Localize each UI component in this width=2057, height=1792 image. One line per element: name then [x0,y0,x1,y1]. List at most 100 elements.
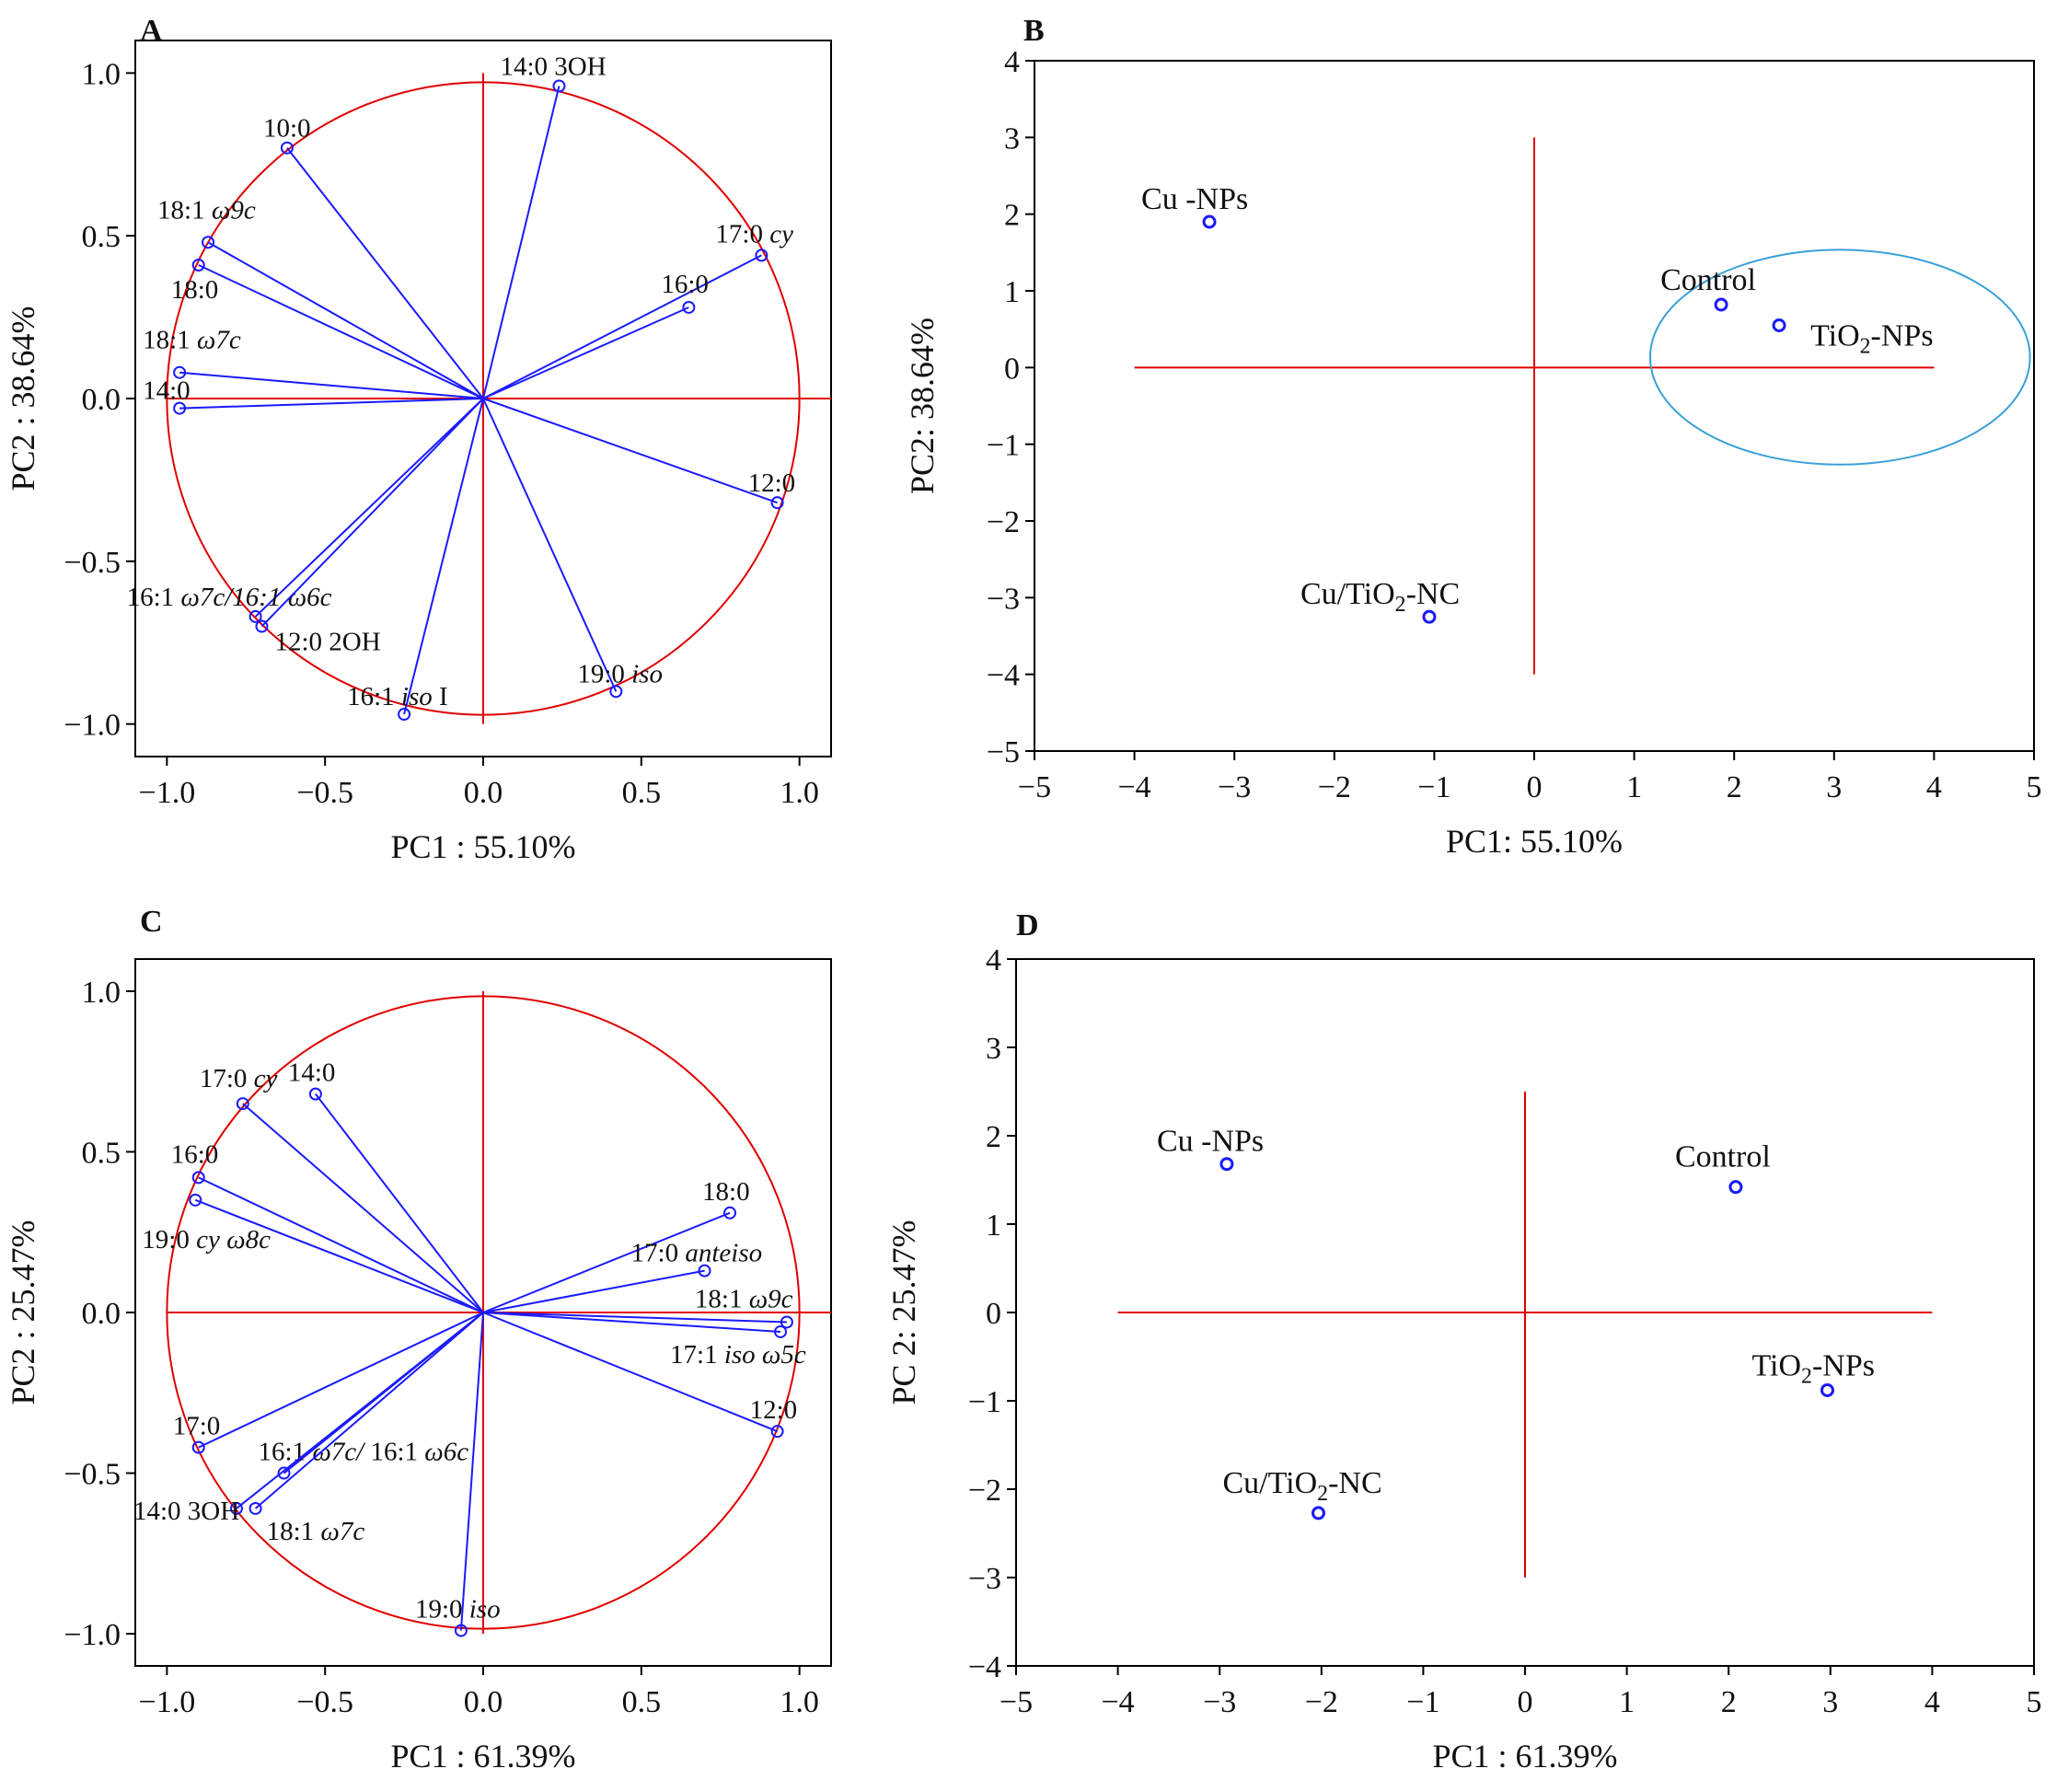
y-tick-label: 0.0 [82,1297,121,1331]
y-tick-label: −4 [987,659,1020,693]
loading-point [255,619,269,633]
loading-point [770,1425,784,1439]
x-tick-label: 0.0 [464,776,503,810]
loading-point [770,496,784,510]
score-label: Cu -NPs [1141,182,1248,216]
loading-point [248,609,262,623]
score-label: TiO2-NPs [1751,1348,1875,1388]
loading-label: 18:0 [702,1177,750,1207]
loading-label: 10:0 [263,114,311,144]
x-tick-label: −4 [1102,1685,1135,1719]
y-tick-label: 4 [986,943,1001,977]
score-label: Cu/TiO2-NC [1222,1466,1381,1506]
loading-point [173,401,187,415]
loading-vector [403,398,484,715]
loading-label: 17:0 anteiso [631,1239,763,1268]
x-tick-label: 2 [1727,770,1742,804]
y-tick-label: −3 [987,582,1020,616]
loading-label: 16:0 [171,1139,219,1169]
loading-vector [482,254,762,399]
y-axis-title: PC2 : 25.47% [5,1220,41,1405]
loading-vector [198,1312,484,1449]
x-tick-label: 1 [1626,770,1642,804]
x-tick-label: 0.0 [464,1685,503,1719]
y-tick-label: 3 [1004,121,1020,156]
y-tick-label: 0.5 [82,220,121,254]
loading-vector [236,1312,484,1509]
loading-vector [482,398,618,692]
loading-point [780,1315,793,1329]
x-axis-title: PC1 : 55.10% [390,828,575,865]
loading-label: 14:0 3OH [500,52,606,82]
y-tick-label: −2 [968,1474,1001,1508]
loading-point [248,1501,262,1515]
y-tick-label: 0.0 [82,383,121,417]
x-tick-label: 0.5 [622,776,662,810]
loading-point [552,79,566,93]
loading-vector [254,1312,484,1509]
y-tick-label: 1 [986,1208,1001,1243]
loading-label: 12:0 2OH [274,628,380,657]
loading-point [398,708,411,722]
loading-vector [198,264,484,399]
loading-vector [207,241,484,399]
y-tick-label: −0.5 [64,1458,121,1492]
loading-vector [260,398,484,628]
loading-point [173,365,187,379]
x-tick-label: −5 [1000,1685,1033,1719]
loading-label: 19:0 cy ω8c [142,1225,271,1254]
score-label: TiO2-NPs [1810,319,1934,359]
loading-vector [482,398,778,504]
loading-vector [482,1312,778,1433]
x-tick-label: −5 [1018,770,1051,804]
x-tick-label: −0.5 [296,1685,353,1719]
loading-label: 19:0 iso [415,1595,501,1624]
x-tick-label: 5 [2027,770,2042,804]
loading-point [698,1264,711,1278]
y-tick-label: −1 [987,429,1020,463]
score-point [1311,1506,1325,1520]
x-axis-title: PC1 : 61.39% [1432,1738,1617,1775]
x-tick-label: 0.5 [622,1685,662,1719]
score-point [1714,297,1728,312]
score-label: Cu -NPs [1157,1125,1264,1159]
loading-label: 18:0 [171,275,219,305]
loading-label: 12:0 [750,1395,798,1425]
loading-label: 16:1 ω7c/ 16:1 ω6c [259,1438,469,1467]
loading-vector [482,306,689,399]
loading-vector [482,1211,731,1313]
score-point [1219,1157,1234,1172]
loading-vector [179,398,484,410]
y-tick-label: 4 [1004,45,1020,79]
loading-point [774,1324,788,1338]
score-label: Control [1660,263,1756,297]
y-tick-label: 0 [986,1297,1001,1331]
x-tick-label: 1 [1619,1685,1635,1719]
loading-label: 14:0 [288,1058,336,1088]
loading-label: 17:0 cy [715,219,793,249]
loading-point [755,249,768,262]
panel-b: B −5 −4 −3 −2 −1 0 1 2 3 4 5 4 3 2 1 0 −1 −2 −3 −4 −5 PC1: 55.… [904,14,2042,860]
panel-letter: A [140,14,163,48]
loading-label: 17:0 [173,1412,221,1441]
score-label: Cu/TiO2-NC [1300,577,1460,617]
x-tick-label: 1.0 [780,1685,819,1719]
x-tick-label: −1.0 [139,776,196,810]
y-axis-title: PC 2: 25.47% [885,1220,922,1405]
loading-label: 12:0 [748,468,796,498]
x-tick-label: 0 [1518,1685,1533,1719]
panel-letter: C [140,905,163,939]
loading-vector [254,398,484,618]
y-tick-label: −1 [968,1385,1001,1419]
x-tick-label: 5 [2027,1685,2042,1719]
loading-label: 19:0 iso [577,659,663,688]
y-tick-label: 2 [986,1120,1001,1154]
loading-point [609,685,623,699]
loading-vector [194,1198,484,1313]
loading-vector [315,1093,484,1313]
y-tick-label: −4 [968,1650,1001,1684]
loading-point [280,141,294,155]
loading-label: 18:1 ω9c [157,195,256,225]
y-tick-label: −3 [968,1562,1001,1596]
